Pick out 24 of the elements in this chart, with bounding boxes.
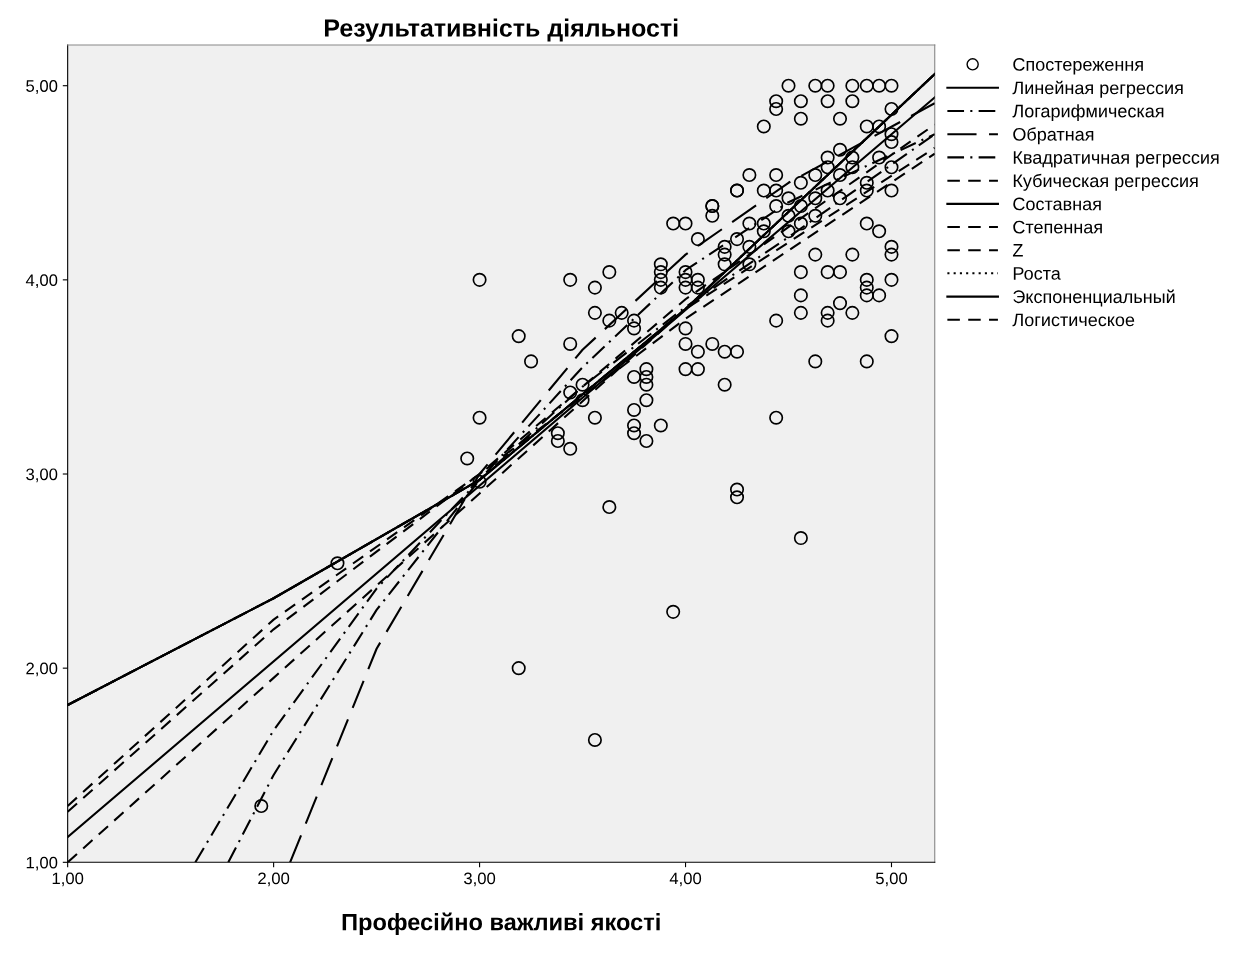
legend-label: Обратная	[1013, 127, 1094, 145]
legend-label: Z	[1012, 244, 1023, 257]
x-tick-label: 4,00	[669, 872, 702, 887]
legend-label: Линейная регрессия	[1012, 80, 1183, 98]
y-tick-label: 3,00	[26, 468, 58, 483]
legend-label: Квадратичная регрессия	[1013, 151, 1219, 168]
legend-label: Кубическая регрессия	[1013, 173, 1198, 191]
x-tick-label: 3,00	[463, 872, 496, 887]
y-tick-label: 2,00	[26, 662, 58, 677]
y-tick-label: 5,00	[26, 80, 58, 94]
legend-label: Логарифмическая	[1012, 104, 1164, 122]
legend-label: Логистическое	[1012, 313, 1135, 327]
y-tick-label: 1,00	[26, 856, 58, 871]
legend-label: Экспоненциальный	[1013, 289, 1175, 307]
legend-label: Роста	[1013, 267, 1061, 280]
legend-label: Составная	[1013, 197, 1101, 211]
chart-title: Результативність діяльності	[324, 18, 678, 42]
x-tick-label: 5,00	[875, 872, 908, 887]
y-tick-label: 4,00	[25, 274, 58, 289]
x-tick-label: 1,00	[52, 872, 84, 887]
x-axis-title: Професійно важливі якості	[342, 912, 660, 936]
legend-label: Спостереження	[1013, 58, 1143, 75]
x-tick-label: 2,00	[258, 872, 290, 887]
legend-label: Степенная	[1013, 220, 1102, 234]
